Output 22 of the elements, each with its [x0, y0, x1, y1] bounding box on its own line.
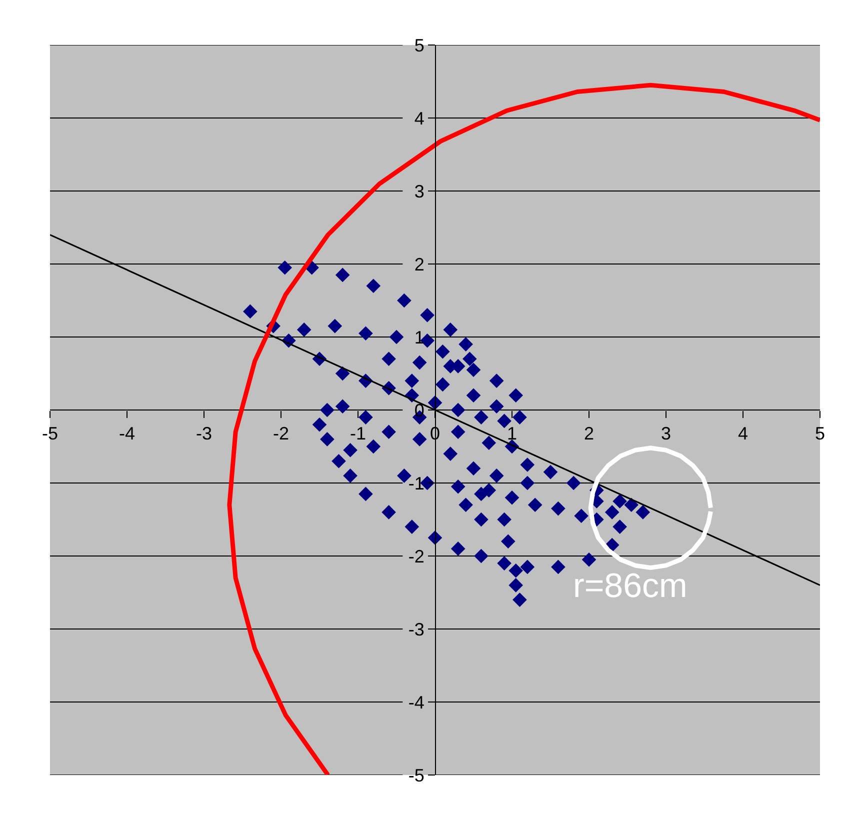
y-tick-label: -4 — [408, 692, 424, 712]
y-tick-label: 3 — [414, 181, 424, 202]
x-tick-label: -3 — [196, 424, 212, 444]
y-tick-label: -3 — [408, 619, 424, 640]
x-tick-label: 3 — [660, 424, 672, 444]
x-tick-label: -4 — [118, 424, 136, 444]
y-tick-label: -1 — [408, 473, 424, 494]
y-tick-label: -2 — [408, 546, 424, 566]
y-tick-label: 1 — [414, 327, 424, 348]
line-series — [588, 446, 713, 570]
x-tick-label: 5 — [814, 424, 826, 444]
y-tick-label: 5 — [414, 35, 424, 56]
annotation: r=86cm — [573, 567, 688, 605]
x-tick-label: -2 — [272, 424, 290, 444]
x-tick-label: 4 — [738, 424, 748, 444]
x-tick-label: 2 — [584, 424, 594, 444]
x-tick-label: -1 — [350, 424, 366, 444]
y-tick-label: 2 — [414, 254, 424, 274]
y-tick-label: -5 — [408, 765, 424, 786]
x-tick-label: 1 — [506, 424, 518, 444]
y-tick-label: 4 — [414, 108, 424, 128]
x-tick-label: -5 — [42, 424, 58, 444]
